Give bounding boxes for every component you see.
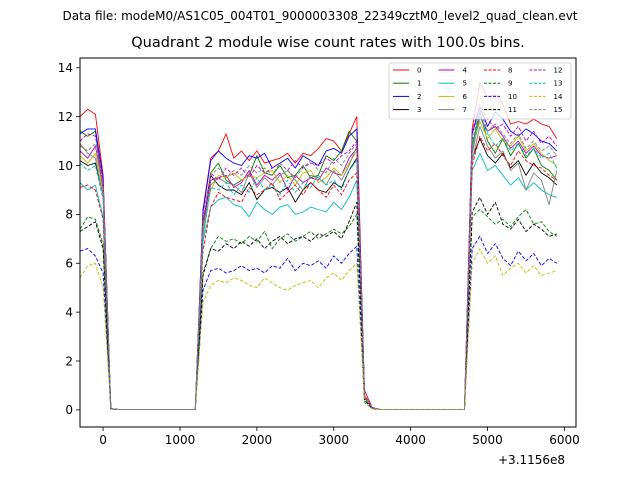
- series-line-5: [80, 152, 557, 410]
- legend-label: 9: [508, 80, 512, 88]
- x-tick-label: 2000: [242, 433, 273, 447]
- y-tick-label: 10: [58, 159, 73, 173]
- x-tick-label: 5000: [472, 433, 503, 447]
- y-tick-label: 0: [65, 403, 73, 417]
- legend-label: 12: [554, 67, 563, 75]
- legend-label: 6: [463, 93, 468, 101]
- x-tick-label: 6000: [549, 433, 580, 447]
- series-line-13: [80, 116, 558, 410]
- y-tick-label: 14: [58, 61, 73, 75]
- series-line-9: [80, 209, 558, 411]
- series-layer: [80, 81, 558, 411]
- legend-label: 2: [417, 93, 421, 101]
- series-line-11: [80, 196, 557, 411]
- series-line-3: [80, 138, 558, 410]
- y-tick-label: 2: [65, 354, 73, 368]
- legend-label: 7: [463, 106, 467, 114]
- y-tick-label: 12: [58, 110, 73, 124]
- legend-label: 4: [463, 67, 468, 75]
- legend-label: 3: [417, 106, 421, 114]
- plot-frame: [79, 57, 577, 428]
- series-line-10: [80, 235, 558, 411]
- chart-title: Quadrant 2 module wise count rates with …: [131, 35, 525, 51]
- legend-label: 5: [463, 80, 467, 88]
- legend-frame: [388, 62, 572, 120]
- x-axis-offset-label: +3.1156e8: [498, 453, 566, 467]
- x-tick-label: 1000: [165, 433, 196, 447]
- legend-label: 13: [554, 80, 563, 88]
- legend-label: 8: [508, 67, 512, 75]
- x-tick-label: 4000: [395, 433, 426, 447]
- y-tick-label: 6: [65, 257, 73, 271]
- legend-label: 0: [417, 67, 421, 75]
- legend-label: 15: [554, 106, 563, 114]
- y-tick-label: 8: [65, 208, 73, 222]
- y-tick-label: 4: [65, 305, 73, 319]
- legend-label: 10: [508, 93, 517, 101]
- series-line-14: [80, 248, 557, 411]
- figure-suptitle: Data file: modeM0/AS1C05_004T01_90000033…: [62, 9, 578, 23]
- series-line-8: [80, 135, 558, 410]
- series-line-4: [80, 116, 557, 410]
- legend-label: 14: [554, 93, 563, 101]
- x-tick-label: 3000: [318, 433, 349, 447]
- legend-label: 1: [417, 80, 421, 88]
- series-line-7: [80, 125, 558, 410]
- x-tick-label: 0: [99, 433, 107, 447]
- legend-label: 11: [508, 106, 517, 114]
- series-line-15: [80, 108, 558, 410]
